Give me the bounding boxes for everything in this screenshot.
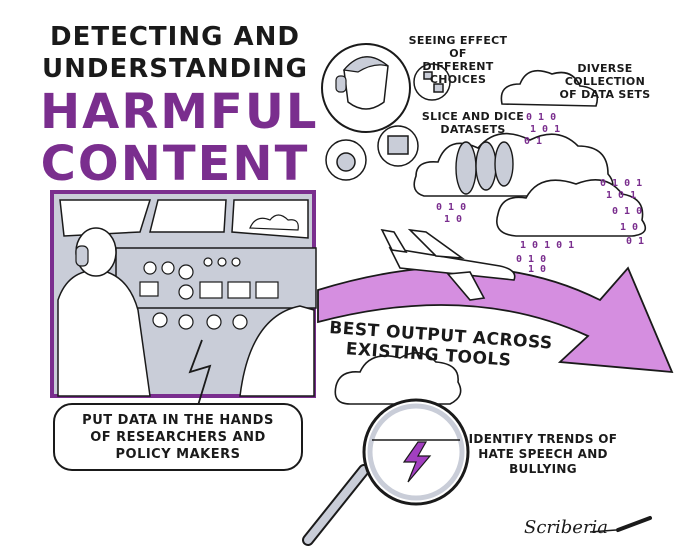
svg-text:1 0 1 0 1: 1 0 1 0 1 [520, 240, 574, 251]
airplane-icon [380, 228, 516, 301]
note-diverse-line-2: OF DATA SETS [559, 88, 651, 101]
data-rain: 0 1 01 0 10 1 0 1 01 0 1 0 1 0 10 1 01 0… [436, 112, 644, 275]
note-seeing-effect-line-2: DIFFERENT CHOICES [422, 60, 494, 86]
note-identify-trends: IDENTIFY TRENDS OF HATE SPEECH AND BULLY… [468, 432, 618, 477]
note-slice-line-1: SLICE AND DICE [421, 110, 525, 123]
callout-line-1: PUT DATA IN THE HANDS [82, 413, 274, 428]
title-line-3: HARMFUL [40, 84, 319, 140]
gauge-icon [139, 257, 279, 330]
callout-line-3: POLICY MAKERS [115, 447, 241, 462]
cockpit-illustration [50, 190, 317, 413]
note-identify-line-3: BULLYING [509, 462, 577, 476]
magnifier-icon [302, 398, 470, 546]
analyst-portrait [321, 43, 411, 133]
svg-text:1 0 1: 1 0 1 [530, 124, 560, 135]
note-slice-dice: SLICE AND DICE DATASETS [418, 110, 528, 136]
svg-text:0 1 0 1: 0 1 0 1 [600, 178, 642, 189]
pilot-icon [57, 227, 315, 397]
note-identify-line-2: HATE SPEECH AND [478, 447, 608, 461]
note-diverse-collection: DIVERSE COLLECTION OF DATA SETS [540, 62, 670, 101]
callout-text: PUT DATA IN THE HANDS OF RESEARCHERS AND… [62, 412, 294, 463]
svg-text:0 1: 0 1 [626, 236, 644, 247]
lightning-icon [402, 441, 432, 483]
pen-icon [589, 516, 652, 533]
callout-line-2: OF RESEARCHERS AND [90, 430, 266, 445]
choice-icons [325, 63, 451, 181]
title-line-1: DETECTING AND [50, 22, 300, 52]
svg-text:1 0: 1 0 [528, 264, 546, 275]
callout-bubble [53, 403, 303, 471]
signature: Scriberia [524, 517, 609, 538]
title-line-4: CONTENT [40, 136, 310, 192]
svg-text:1 0: 1 0 [444, 214, 462, 225]
svg-text:0 1: 0 1 [524, 136, 542, 147]
svg-text:0 1 0: 0 1 0 [516, 254, 546, 265]
note-slice-line-2: DATASETS [440, 123, 506, 136]
dataset-slices-icon [455, 141, 514, 195]
note-seeing-effect-line-1: SEEING EFFECT OF [408, 34, 508, 60]
svg-text:1 0 1: 1 0 1 [606, 190, 636, 201]
svg-text:1 0: 1 0 [620, 222, 638, 233]
title-line-2: UNDERSTANDING [42, 54, 308, 84]
note-diverse-line-1: DIVERSE COLLECTION [564, 62, 646, 88]
svg-text:0 1 0: 0 1 0 [526, 112, 556, 123]
note-identify-line-1: IDENTIFY TRENDS OF [468, 432, 618, 446]
svg-text:0 1 0: 0 1 0 [436, 202, 466, 213]
svg-text:0 1 0: 0 1 0 [612, 206, 642, 217]
note-seeing-effect: SEEING EFFECT OF DIFFERENT CHOICES [398, 34, 518, 86]
